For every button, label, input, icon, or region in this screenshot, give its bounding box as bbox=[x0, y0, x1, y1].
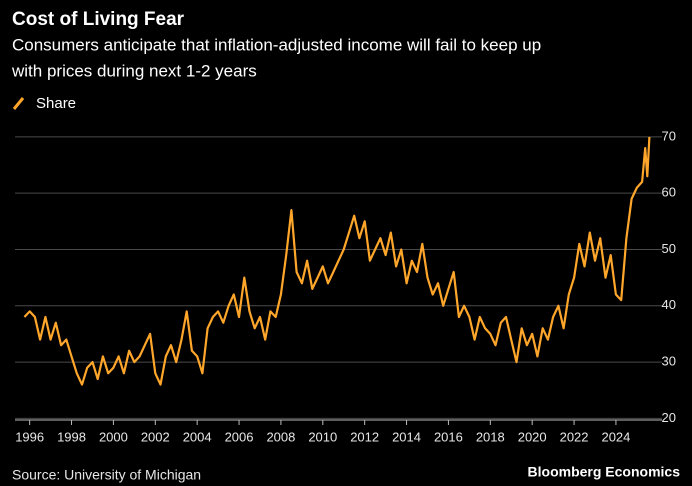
x-tick-label: 1998 bbox=[57, 429, 86, 444]
x-tick-label: 2002 bbox=[141, 429, 170, 444]
y-tick-label: 20 bbox=[662, 410, 676, 425]
y-tick-label: 70 bbox=[662, 128, 676, 143]
x-tick-label: 2020 bbox=[518, 429, 547, 444]
brand: Bloomberg Economics bbox=[528, 464, 681, 480]
data-line bbox=[23, 136, 651, 386]
x-tick-label: 2016 bbox=[434, 429, 463, 444]
x-tick-label: 2022 bbox=[560, 429, 589, 444]
x-tick-label: 1996 bbox=[15, 429, 44, 444]
y-tick-label: 40 bbox=[662, 297, 676, 312]
x-tick-label: 2012 bbox=[350, 429, 379, 444]
x-tick-label: 2008 bbox=[266, 429, 295, 444]
legend-icon bbox=[12, 97, 25, 110]
x-tick-label: 2006 bbox=[225, 429, 254, 444]
y-tick-label: 50 bbox=[662, 241, 676, 256]
y-tick-label: 60 bbox=[662, 185, 676, 200]
chart-subtitle: Consumers anticipate that inflation-adju… bbox=[12, 35, 541, 54]
source: Source: University of Michigan bbox=[12, 467, 201, 483]
x-tick-label: 2014 bbox=[392, 429, 421, 444]
chart-title: Cost of Living Fear bbox=[12, 9, 185, 30]
y-tick-label: 30 bbox=[662, 354, 676, 369]
x-tick-label: 2004 bbox=[183, 429, 212, 444]
chart-subtitle: with prices during next 1-2 years bbox=[11, 61, 257, 80]
x-tick-label: 2000 bbox=[99, 429, 128, 444]
x-tick-label: 2024 bbox=[601, 429, 630, 444]
x-tick-label: 2018 bbox=[476, 429, 505, 444]
legend-label: Share bbox=[36, 95, 76, 112]
x-tick-label: 2010 bbox=[308, 429, 337, 444]
